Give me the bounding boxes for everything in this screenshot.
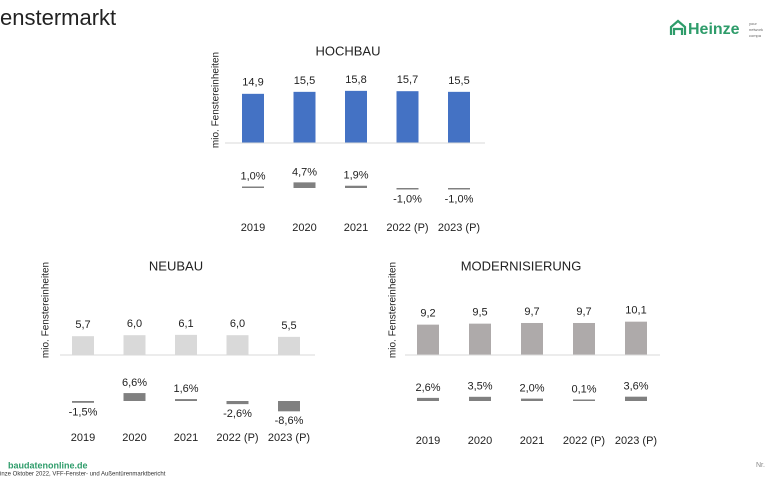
bar (123, 335, 146, 355)
x-tick-label: 2022 (P) (386, 222, 428, 234)
x-tick-label: 2023 (P) (615, 435, 657, 447)
growth-bar (573, 399, 595, 401)
x-tick-label: 2023 (P) (268, 432, 310, 444)
growth-label: 3,5% (467, 381, 492, 393)
growth-label: 1,9% (343, 170, 368, 182)
value-label: 6,0 (230, 318, 245, 330)
growth-label: -1,5% (69, 407, 98, 419)
page-number: Nr. (756, 462, 765, 469)
y-axis-label: mio. Fenstereinheiten (211, 52, 222, 148)
x-tick-label: 2019 (416, 435, 440, 447)
value-label: 9,5 (472, 307, 487, 319)
chart-title: HOCHBAU (315, 43, 380, 58)
growth-label: 2,6% (415, 382, 440, 394)
value-label: 15,5 (448, 75, 469, 87)
x-tick-label: 2021 (520, 435, 544, 447)
value-label: 9,7 (524, 306, 539, 318)
growth-label: 2,0% (519, 383, 544, 395)
growth-bar (226, 401, 249, 405)
growth-bar (469, 396, 491, 401)
logo-tag: compa (749, 33, 762, 38)
value-label: 9,7 (576, 306, 591, 318)
bar (278, 336, 300, 355)
y-axis-label: mio. Fenstereinheiten (388, 262, 399, 358)
slide-title: enstermarkt (0, 5, 116, 30)
bar (175, 334, 197, 355)
bar (417, 324, 439, 355)
x-tick-label: 2022 (P) (563, 435, 605, 447)
x-tick-label: 2020 (292, 222, 316, 234)
growth-label: 0,1% (571, 383, 596, 395)
growth-label: -8,6% (275, 415, 304, 427)
value-label: 5,5 (281, 320, 296, 332)
growth-bar (521, 398, 543, 401)
value-label: 6,1 (178, 318, 193, 330)
x-tick-label: 2020 (122, 432, 146, 444)
growth-label: 1,6% (173, 383, 198, 395)
growth-bar (417, 397, 439, 401)
value-label: 5,7 (75, 319, 90, 331)
value-label: 10,1 (625, 305, 646, 317)
growth-label: 6,6% (122, 377, 147, 389)
growth-label: 3,6% (623, 381, 648, 393)
bar (345, 90, 367, 143)
footer-site: baudatenonline.de (8, 460, 88, 470)
growth-bar (72, 401, 94, 403)
bar (625, 321, 647, 355)
x-tick-label: 2022 (P) (216, 432, 258, 444)
logo-text: Heinze (688, 21, 740, 38)
bar (226, 335, 249, 355)
bar (396, 91, 419, 143)
bar (242, 93, 264, 143)
x-tick-label: 2023 (P) (438, 222, 480, 234)
growth-bar (123, 393, 146, 401)
value-label: 15,7 (397, 74, 418, 86)
y-axis-label: mio. Fenstereinheiten (41, 262, 52, 358)
growth-label: 1,0% (240, 170, 265, 182)
value-label: 9,2 (420, 308, 435, 320)
growth-bar (625, 396, 647, 401)
growth-bar (396, 188, 419, 190)
x-tick-label: 2020 (468, 435, 492, 447)
bar (521, 322, 543, 355)
value-label: 15,5 (294, 75, 315, 87)
bar (72, 336, 94, 355)
logo-tag: your (749, 21, 757, 26)
growth-bar (293, 182, 316, 188)
x-tick-label: 2019 (241, 222, 265, 234)
x-tick-label: 2021 (174, 432, 198, 444)
growth-label: -1,0% (393, 193, 422, 205)
growth-label: -2,6% (223, 408, 252, 420)
bar (448, 91, 470, 143)
footer-source: inze Oktober 2022, VFF-Fenster- und Auße… (0, 472, 166, 478)
bar (469, 323, 491, 355)
growth-bar (448, 188, 470, 190)
logo-icon (669, 19, 687, 35)
growth-bar (345, 185, 367, 188)
bar (573, 322, 595, 355)
growth-bar (278, 401, 300, 412)
value-label: 14,9 (242, 77, 263, 89)
growth-label: 4,7% (292, 166, 317, 178)
logo-tag: network (749, 27, 763, 32)
value-label: 15,8 (345, 74, 366, 86)
bar (293, 91, 316, 143)
value-label: 6,0 (127, 318, 142, 330)
x-tick-label: 2021 (344, 222, 368, 234)
x-tick-label: 2019 (71, 432, 95, 444)
growth-bar (242, 186, 264, 188)
growth-bar (175, 399, 197, 401)
growth-label: -1,0% (445, 193, 474, 205)
chart-title: NEUBAU (149, 258, 203, 273)
logo: Heinze your network compa (669, 19, 763, 38)
chart-title: MODERNISIERUNG (461, 258, 582, 273)
